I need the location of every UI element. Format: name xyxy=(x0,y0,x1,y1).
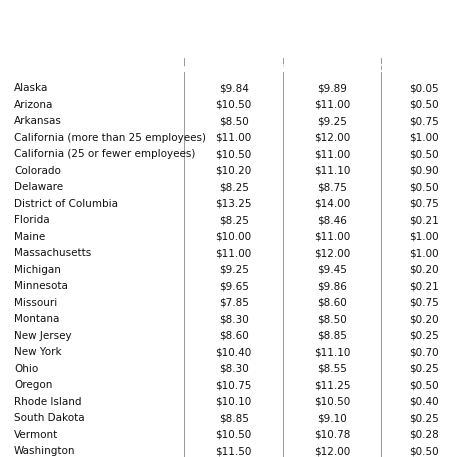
Text: $0.25: $0.25 xyxy=(409,413,438,423)
Text: $10.00: $10.00 xyxy=(216,232,252,242)
Text: $0.25: $0.25 xyxy=(409,331,438,341)
Text: $1.00: $1.00 xyxy=(409,232,438,242)
Text: $11.25: $11.25 xyxy=(314,380,350,390)
Text: Arkansas: Arkansas xyxy=(14,116,62,126)
Text: $0.05: $0.05 xyxy=(409,83,438,93)
Text: District of Columbia: District of Columbia xyxy=(14,199,118,209)
Text: $12.00: $12.00 xyxy=(314,133,350,143)
Text: $10.20: $10.20 xyxy=(216,166,252,176)
Text: New York: New York xyxy=(14,347,62,357)
Text: Montana: Montana xyxy=(14,314,59,324)
Text: $10.75: $10.75 xyxy=(215,380,252,390)
Text: $10.40: $10.40 xyxy=(216,347,252,357)
Text: Massachusetts: Massachusetts xyxy=(14,248,91,258)
Text: $1.00: $1.00 xyxy=(409,133,438,143)
Text: $8.25: $8.25 xyxy=(219,215,248,225)
Text: $12.00: $12.00 xyxy=(314,446,350,456)
Text: $8.85: $8.85 xyxy=(317,331,347,341)
Text: $8.60: $8.60 xyxy=(317,298,347,308)
Text: $8.60: $8.60 xyxy=(219,331,248,341)
Text: $11.00: $11.00 xyxy=(216,133,252,143)
Text: $8.30: $8.30 xyxy=(219,364,248,374)
Text: $0.75: $0.75 xyxy=(409,116,438,126)
Text: California (more than 25 employees): California (more than 25 employees) xyxy=(14,133,206,143)
Text: $0.50: $0.50 xyxy=(409,182,438,192)
Text: $0.50: $0.50 xyxy=(409,149,438,159)
Text: $0.21: $0.21 xyxy=(409,281,438,291)
Text: $10.50: $10.50 xyxy=(216,430,252,440)
Text: Washington: Washington xyxy=(14,446,75,456)
Text: $0.28: $0.28 xyxy=(409,430,438,440)
Text: State: State xyxy=(14,64,46,74)
Text: Vermont: Vermont xyxy=(14,430,58,440)
Text: Amount Increase: Amount Increase xyxy=(374,64,474,74)
Text: California (25 or fewer employees): California (25 or fewer employees) xyxy=(14,149,195,159)
Text: $10.10: $10.10 xyxy=(216,397,252,407)
Text: $0.40: $0.40 xyxy=(409,397,438,407)
Text: $8.55: $8.55 xyxy=(317,364,347,374)
Text: $8.46: $8.46 xyxy=(317,215,347,225)
Text: $8.50: $8.50 xyxy=(219,116,248,126)
Text: $0.20: $0.20 xyxy=(409,314,438,324)
Text: Alaska: Alaska xyxy=(14,83,48,93)
Text: $9.86: $9.86 xyxy=(317,281,347,291)
Text: Ohio: Ohio xyxy=(14,364,38,374)
Text: $0.21: $0.21 xyxy=(409,215,438,225)
Text: Colorado: Colorado xyxy=(14,166,61,176)
Text: $0.75: $0.75 xyxy=(409,199,438,209)
Text: $9.25: $9.25 xyxy=(317,116,347,126)
Text: $7.85: $7.85 xyxy=(219,298,248,308)
Text: $10.78: $10.78 xyxy=(314,430,350,440)
Text: $10.50: $10.50 xyxy=(314,397,350,407)
Text: $9.84: $9.84 xyxy=(219,83,248,93)
Text: $12.00: $12.00 xyxy=(314,248,350,258)
Text: $0.50: $0.50 xyxy=(409,100,438,110)
Text: $0.50: $0.50 xyxy=(409,446,438,456)
Text: $0.75: $0.75 xyxy=(409,298,438,308)
Text: Minimum wage in 2019: Minimum wage in 2019 xyxy=(264,64,400,74)
Text: Delaware: Delaware xyxy=(14,182,63,192)
Text: 2019 minimum wage increases: 2019 minimum wage increases xyxy=(16,22,404,42)
Text: $14.00: $14.00 xyxy=(314,199,350,209)
Text: Michigan: Michigan xyxy=(14,265,61,275)
Text: $9.89: $9.89 xyxy=(317,83,347,93)
Text: $8.50: $8.50 xyxy=(317,314,347,324)
Text: $8.25: $8.25 xyxy=(219,182,248,192)
Text: Minimum wage in 2018: Minimum wage in 2018 xyxy=(165,64,302,74)
Text: $0.90: $0.90 xyxy=(409,166,438,176)
Text: $10.50: $10.50 xyxy=(216,149,252,159)
Text: $1.00: $1.00 xyxy=(409,248,438,258)
Text: $9.45: $9.45 xyxy=(317,265,347,275)
Text: New Jersey: New Jersey xyxy=(14,331,72,341)
Text: $8.85: $8.85 xyxy=(219,413,248,423)
Text: $11.00: $11.00 xyxy=(216,248,252,258)
Text: Minnesota: Minnesota xyxy=(14,281,68,291)
Text: $11.00: $11.00 xyxy=(314,232,350,242)
Text: $8.75: $8.75 xyxy=(317,182,347,192)
Text: Arizona: Arizona xyxy=(14,100,54,110)
Text: $11.00: $11.00 xyxy=(314,100,350,110)
Text: Maine: Maine xyxy=(14,232,45,242)
Text: $11.10: $11.10 xyxy=(314,347,350,357)
Text: Missouri: Missouri xyxy=(14,298,57,308)
Text: $0.70: $0.70 xyxy=(409,347,438,357)
Text: Florida: Florida xyxy=(14,215,50,225)
Text: $8.30: $8.30 xyxy=(219,314,248,324)
Text: $13.25: $13.25 xyxy=(215,199,252,209)
Text: $9.65: $9.65 xyxy=(219,281,248,291)
Text: $11.00: $11.00 xyxy=(314,149,350,159)
Text: $0.50: $0.50 xyxy=(409,380,438,390)
Text: Rhode Island: Rhode Island xyxy=(14,397,82,407)
Text: $9.10: $9.10 xyxy=(317,413,347,423)
Text: $11.10: $11.10 xyxy=(314,166,350,176)
Text: $0.25: $0.25 xyxy=(409,364,438,374)
Text: $9.25: $9.25 xyxy=(219,265,248,275)
Text: $11.50: $11.50 xyxy=(215,446,252,456)
Text: Oregon: Oregon xyxy=(14,380,52,390)
Text: $0.20: $0.20 xyxy=(409,265,438,275)
Text: South Dakota: South Dakota xyxy=(14,413,85,423)
Text: $10.50: $10.50 xyxy=(216,100,252,110)
